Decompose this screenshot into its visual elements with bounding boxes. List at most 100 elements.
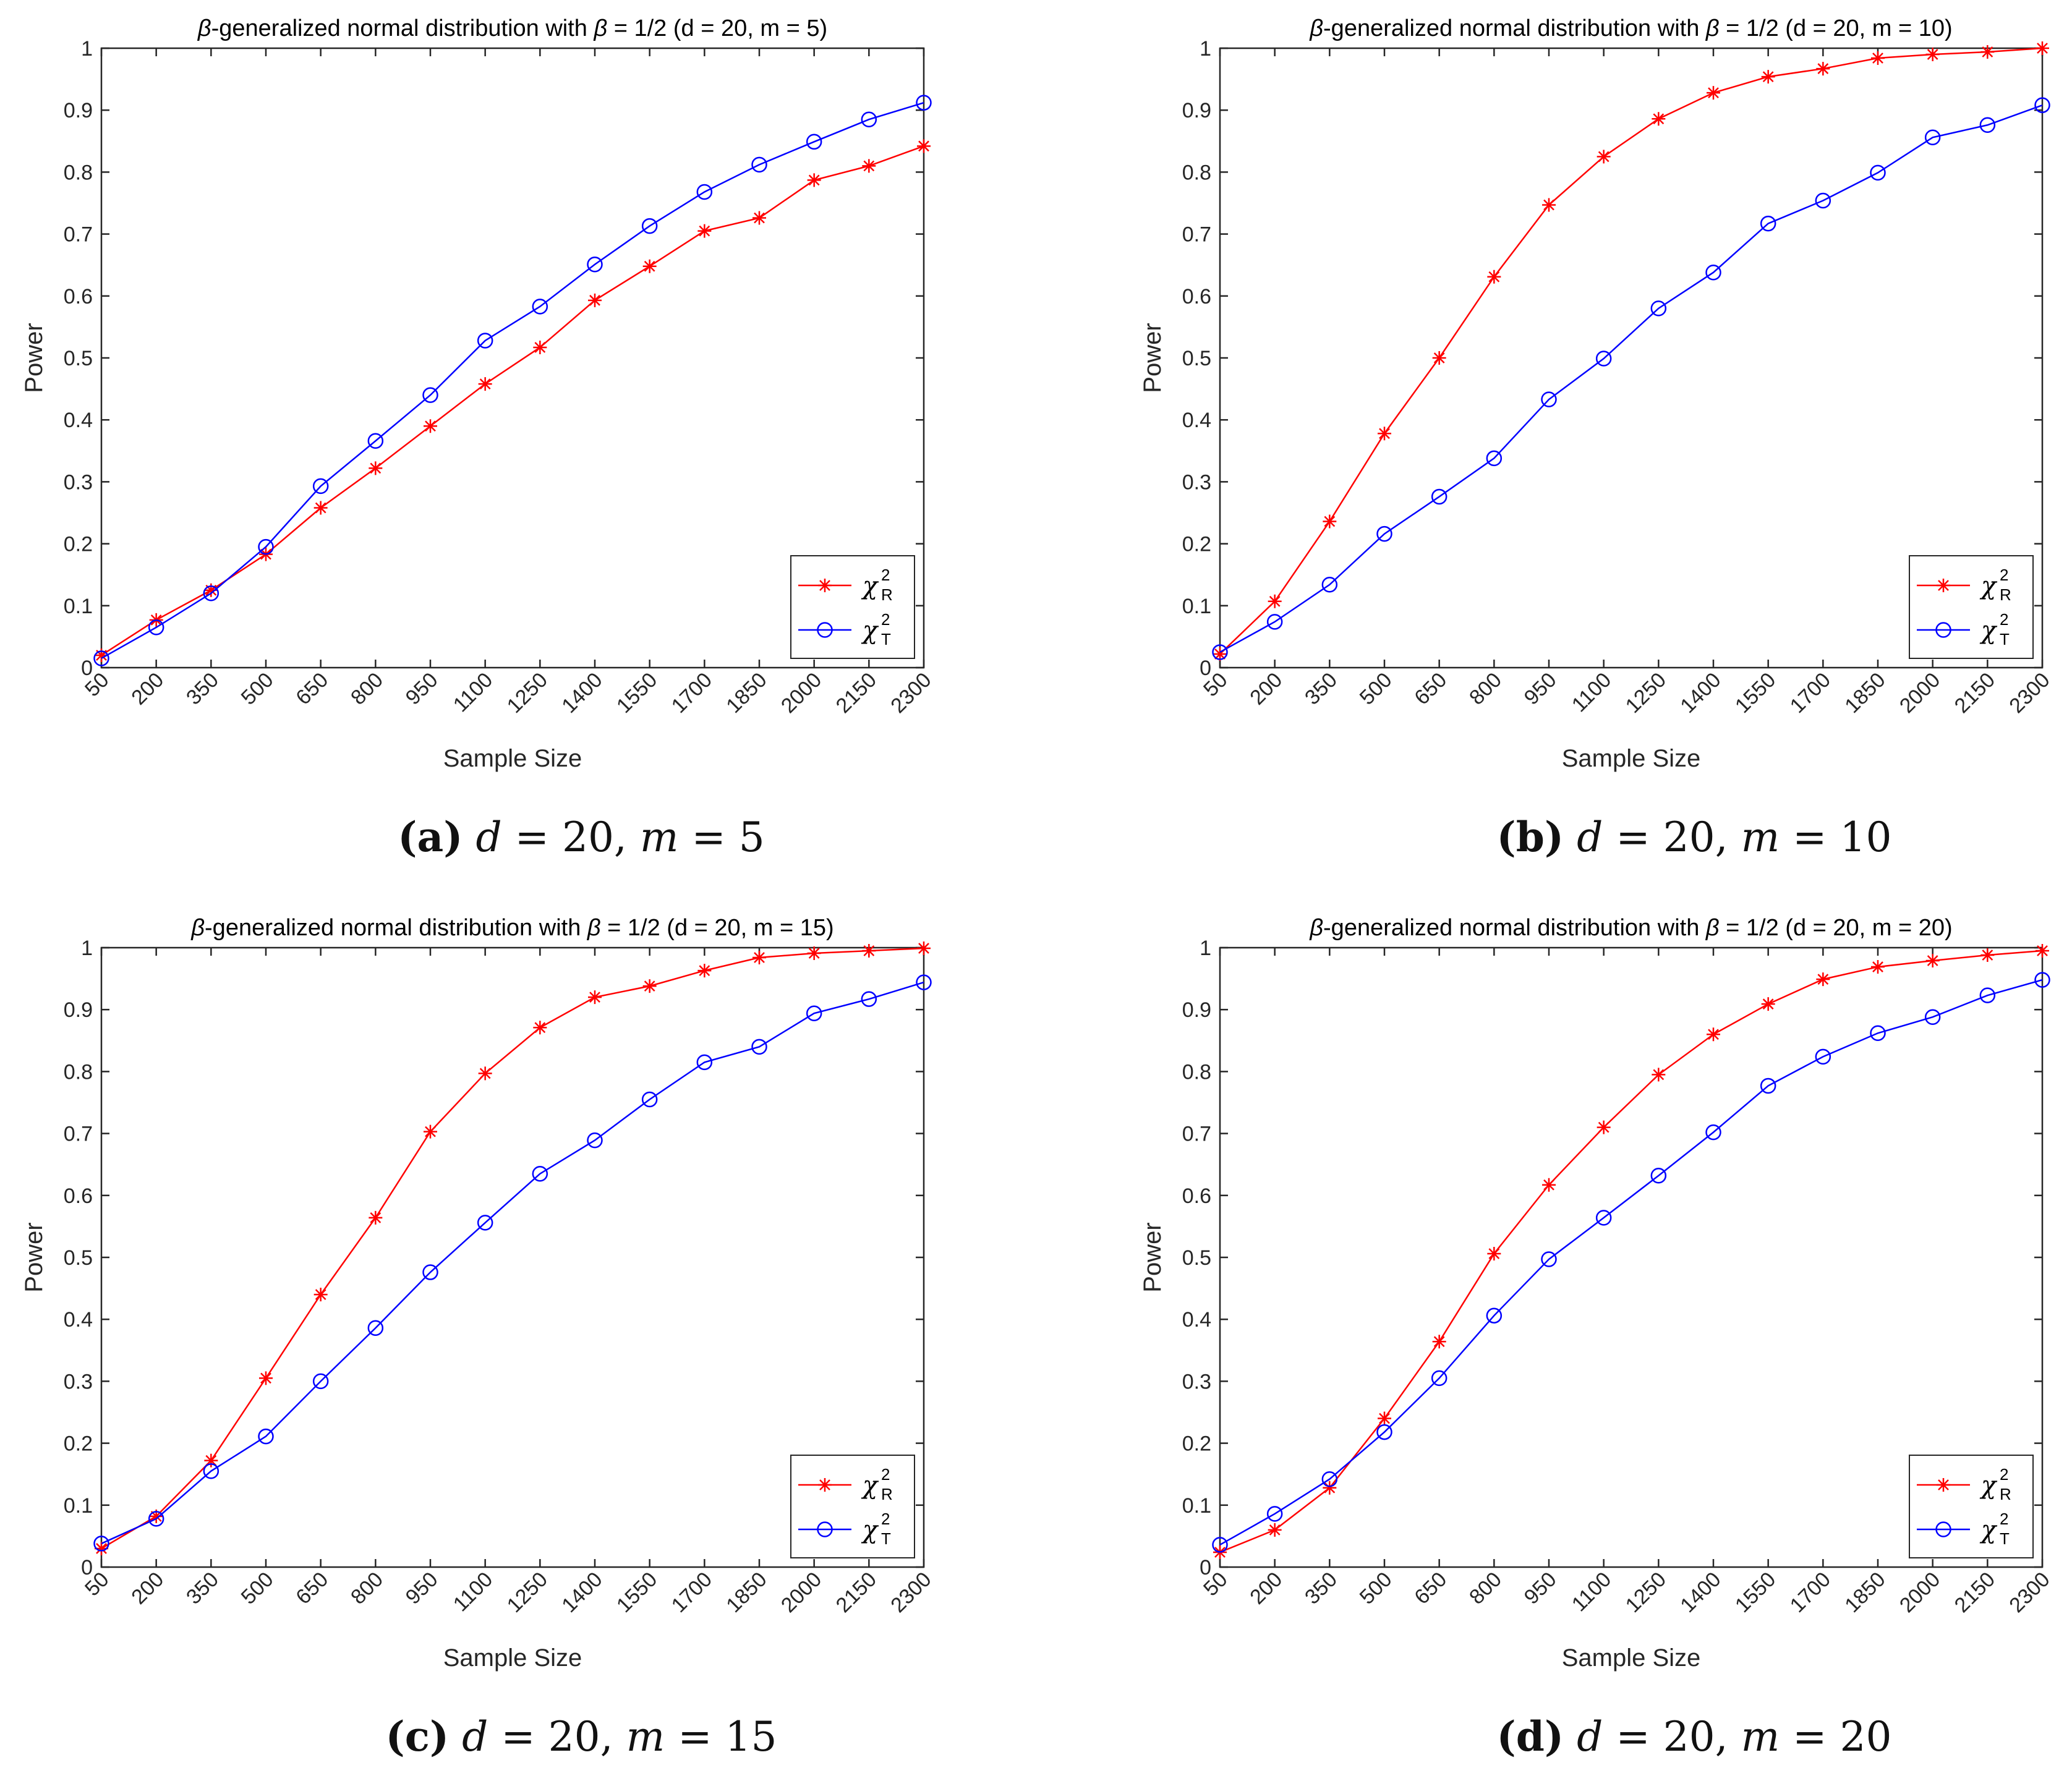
legend-sub: R [2000, 585, 2011, 604]
data-point-asterisk [1707, 86, 1720, 100]
data-point-asterisk [1323, 1481, 1337, 1495]
data-point-asterisk [95, 1541, 108, 1555]
data-point-asterisk [1871, 960, 1885, 974]
x-tick-label: 1700 [1786, 668, 1835, 718]
data-point-asterisk [1432, 351, 1446, 365]
data-point-circle [1705, 264, 1721, 281]
data-point-asterisk [917, 941, 931, 955]
data-point-circle [696, 184, 713, 200]
data-point-circle [1431, 488, 1447, 505]
data-point-circle [1321, 576, 1338, 593]
data-point-circle [532, 299, 548, 315]
y-tick-label: 0.7 [1182, 1123, 1211, 1146]
data-point-asterisk [1597, 1120, 1611, 1134]
x-tick-label: 1100 [449, 1568, 498, 1617]
title-tail: = 1/2 (d = 20, m = 20) [1720, 915, 1953, 941]
data-point-circle [2034, 97, 2050, 113]
data-point-circle [916, 974, 932, 990]
legend-sup: 2 [881, 1465, 890, 1484]
y-tick-label: 1 [1200, 937, 1211, 960]
y-tick-label: 0.1 [64, 595, 93, 618]
data-point-asterisk [807, 946, 821, 961]
data-point-asterisk [478, 377, 492, 391]
y-tick-label: 0.3 [64, 1370, 93, 1393]
x-tick-label: 1400 [1676, 1568, 1725, 1617]
x-tick-label: 2150 [1950, 668, 2000, 718]
y-tick-label: 0.6 [64, 285, 93, 308]
x-tick-label: 800 [1465, 668, 1506, 710]
data-point-asterisk [204, 583, 218, 597]
legend-chi: χ [1979, 572, 1998, 600]
y-tick-label: 0 [81, 657, 93, 680]
x-tick-label: 2150 [832, 668, 881, 718]
x-tick-label: 1700 [1786, 1568, 1835, 1617]
data-point-asterisk [697, 224, 712, 238]
legend-chi: χ [1979, 616, 1998, 645]
title-beta: β [190, 915, 205, 941]
data-point-asterisk [1980, 948, 1995, 963]
y-axis-label: Power [20, 323, 48, 393]
legend-sup: 2 [881, 610, 890, 629]
legend-sub: T [881, 1529, 891, 1548]
legend-sub: T [881, 630, 891, 648]
data-point-circle [1376, 1424, 1392, 1440]
chart-panel-2: β-generalized normal distribution with β… [20, 915, 936, 1672]
title-beta-2: β [593, 15, 607, 41]
x-tick-label: 1700 [667, 668, 717, 718]
data-point-circle [1595, 351, 1612, 367]
data-point-asterisk [752, 211, 766, 225]
data-point-asterisk [1432, 1335, 1446, 1349]
data-point-circle [587, 1132, 603, 1149]
y-tick-label: 0 [1200, 657, 1211, 680]
data-point-asterisk [1652, 1068, 1666, 1082]
series-line-0 [1219, 47, 2043, 655]
data-point-circle [1431, 1370, 1447, 1387]
y-tick-label: 1 [1200, 37, 1211, 61]
series-line-0 [101, 947, 924, 1550]
data-point-circle [696, 1054, 713, 1071]
y-tick-label: 0.3 [1182, 470, 1211, 494]
data-point-circle [422, 1264, 438, 1280]
chart-panel-1: β-generalized normal distribution with β… [1139, 15, 2055, 772]
y-tick-label: 0.9 [64, 99, 93, 122]
data-point-circle [1870, 164, 1886, 181]
data-point-asterisk [807, 173, 821, 187]
x-tick-label: 2300 [2005, 668, 2054, 718]
x-tick-label: 200 [127, 1568, 168, 1609]
x-tick-label: 1400 [1676, 668, 1725, 718]
x-tick-label: 2000 [1895, 668, 1945, 718]
legend-chi: χ [861, 616, 879, 645]
title-beta: β [197, 15, 211, 41]
data-point-circle [1815, 192, 1831, 209]
data-point-asterisk [1597, 150, 1611, 164]
x-tick-label: 950 [1520, 668, 1561, 710]
caption-b: (b) d = 20, m = 10 [1496, 813, 1892, 861]
plot-area [1219, 946, 2044, 1568]
legend: χ 2Rχ 2T [790, 1455, 915, 1558]
legend-chi: χ [861, 1516, 879, 1544]
legend-sub: T [2000, 1529, 2010, 1548]
data-point-circle [1650, 300, 1667, 317]
x-axis-label: Sample Size [443, 745, 582, 772]
y-axis-label: Power [1139, 1222, 1166, 1292]
data-point-circle [751, 1039, 767, 1055]
x-tick-label: 350 [182, 1568, 223, 1609]
y-tick-label: 0.1 [1182, 595, 1211, 618]
y-tick-label: 0.7 [1182, 223, 1211, 247]
data-point-circle [477, 333, 493, 349]
title-tail: = 1/2 (d = 20, m = 10) [1720, 15, 1953, 41]
data-point-asterisk [752, 951, 766, 965]
series-line-1 [1219, 979, 2043, 1546]
x-tick-label: 800 [1465, 1568, 1506, 1609]
y-tick-label: 0.4 [64, 1308, 93, 1332]
data-point-circle [1870, 1025, 1886, 1042]
data-point-circle [1979, 117, 1996, 133]
data-point-asterisk [642, 259, 657, 273]
y-tick-label: 0.1 [1182, 1494, 1211, 1518]
y-tick-label: 0.6 [1182, 1184, 1211, 1208]
data-point-asterisk [917, 139, 931, 153]
legend-box [790, 1455, 915, 1558]
data-point-asterisk [424, 419, 437, 433]
data-point-circle [1595, 1210, 1612, 1226]
legend-box [790, 555, 915, 659]
